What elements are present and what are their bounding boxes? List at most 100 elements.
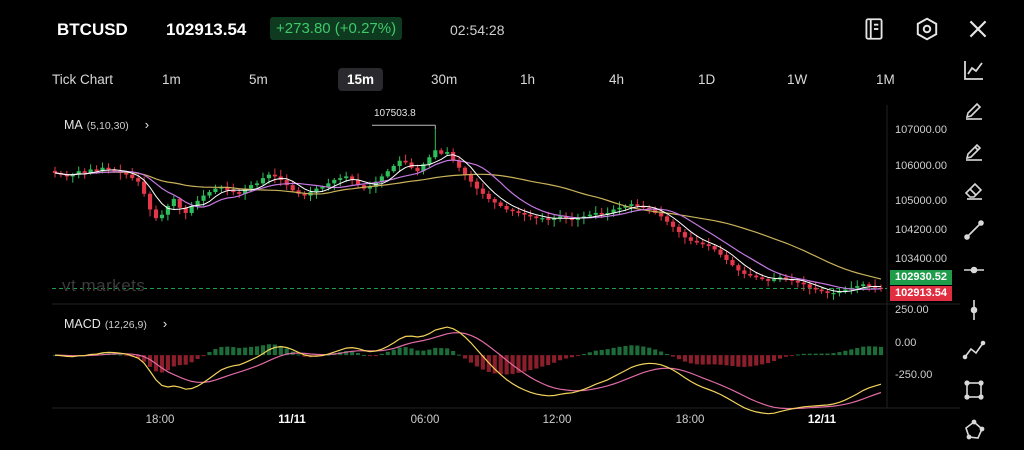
tab-tick-chart[interactable]: Tick Chart bbox=[52, 72, 114, 87]
macd-bar bbox=[243, 347, 248, 356]
ma-indicator-label[interactable]: MA (5,10,30) › bbox=[64, 116, 149, 134]
macd-indicator-label[interactable]: MACD (12,26,9) › bbox=[64, 315, 167, 333]
tab-30m[interactable]: 30m bbox=[431, 72, 458, 87]
tab-4h[interactable]: 4h bbox=[609, 72, 625, 87]
candle-body bbox=[837, 291, 842, 294]
macd-bar bbox=[724, 355, 729, 366]
pencil-icon[interactable] bbox=[962, 98, 986, 122]
macd-bar bbox=[552, 355, 557, 363]
candle-body bbox=[724, 254, 729, 260]
candle-body bbox=[445, 152, 450, 154]
candle-body bbox=[153, 209, 159, 219]
macd-bar bbox=[712, 355, 717, 365]
timeframe-bar: Tick Chart 1m 5m 15m 30m 1h 4h 1D 1W 1M bbox=[0, 68, 950, 94]
tab-1d[interactable]: 1D bbox=[698, 72, 716, 87]
tab-1h[interactable]: 1h bbox=[520, 72, 536, 87]
candle-body bbox=[819, 289, 824, 292]
macd-bar bbox=[427, 349, 432, 356]
ma-params: (5,10,30) bbox=[86, 120, 129, 132]
rectangle-icon[interactable] bbox=[962, 378, 986, 402]
notebook-icon[interactable] bbox=[861, 16, 887, 42]
candle-body bbox=[558, 216, 563, 219]
candle-body bbox=[700, 242, 705, 245]
line-chart-icon[interactable] bbox=[962, 58, 986, 82]
candle-body bbox=[231, 190, 236, 193]
macd-bar bbox=[361, 354, 367, 356]
candle-body bbox=[88, 169, 93, 173]
candle-body bbox=[635, 204, 640, 206]
trend-line-icon[interactable] bbox=[962, 218, 986, 242]
tab-1m[interactable]: 1m bbox=[162, 72, 181, 87]
candle-body bbox=[52, 170, 58, 173]
candle-body bbox=[254, 183, 260, 186]
candle-body bbox=[742, 270, 747, 274]
tab-5m[interactable]: 5m bbox=[249, 72, 268, 87]
macd-bar bbox=[700, 355, 705, 365]
macd-bar bbox=[647, 347, 652, 356]
macd-bar bbox=[563, 355, 569, 359]
macd-bar bbox=[528, 355, 533, 371]
candle-body bbox=[462, 167, 468, 175]
tab-1m-month[interactable]: 1M bbox=[876, 72, 895, 87]
candle-body bbox=[504, 206, 509, 210]
macd-bar bbox=[207, 351, 212, 356]
x-tick: 11/11 bbox=[278, 414, 306, 426]
zigzag-icon[interactable] bbox=[962, 338, 986, 362]
candle-body bbox=[706, 244, 711, 247]
candle-body bbox=[795, 280, 800, 283]
candle-body bbox=[195, 200, 200, 206]
candle-body bbox=[142, 181, 147, 194]
polygon-icon[interactable] bbox=[962, 418, 986, 442]
macd-bar bbox=[189, 355, 194, 363]
candle-body bbox=[207, 192, 212, 196]
horizontal-line-icon[interactable] bbox=[962, 258, 986, 282]
candle-body bbox=[112, 169, 117, 172]
macd-bar bbox=[171, 355, 176, 367]
candle-body bbox=[457, 160, 462, 168]
tab-15m[interactable]: 15m bbox=[338, 68, 384, 91]
candle-body bbox=[147, 193, 153, 210]
macd-bar bbox=[736, 355, 741, 367]
settings-hexagon-icon[interactable] bbox=[914, 16, 940, 42]
macd-bar bbox=[254, 346, 260, 356]
macd-bar bbox=[831, 353, 836, 356]
candle-body bbox=[563, 216, 569, 219]
macd-bar bbox=[623, 345, 628, 356]
macd-bar bbox=[760, 355, 765, 365]
candle-body bbox=[831, 293, 836, 295]
candle-body bbox=[552, 218, 557, 220]
candle-body bbox=[290, 185, 295, 191]
chevron-right-icon[interactable]: › bbox=[144, 117, 150, 132]
pencil-alt-icon[interactable] bbox=[962, 139, 986, 163]
macd-params: (12,26,9) bbox=[104, 319, 147, 331]
vertical-line-icon[interactable] bbox=[962, 298, 986, 322]
x-tick: 12/11 bbox=[807, 414, 837, 426]
macd-bar bbox=[837, 352, 842, 356]
eraser-icon[interactable] bbox=[962, 178, 986, 202]
macd-bar bbox=[813, 353, 818, 356]
macd-bar bbox=[641, 346, 646, 356]
macd-bar bbox=[355, 353, 361, 356]
macd-bar bbox=[302, 355, 307, 357]
macd-bar bbox=[147, 355, 153, 367]
candle-body bbox=[807, 284, 812, 288]
tab-1w[interactable]: 1W bbox=[787, 72, 808, 87]
macd-bar bbox=[629, 345, 634, 356]
candle-body bbox=[593, 212, 598, 215]
chevron-right-icon[interactable]: › bbox=[162, 316, 168, 331]
candle-body bbox=[843, 289, 848, 292]
macd-bar bbox=[861, 346, 866, 356]
macd-bar bbox=[534, 355, 539, 369]
close-icon[interactable] bbox=[965, 16, 991, 42]
macd-y-tick: 250.00 bbox=[895, 304, 929, 316]
candle-body bbox=[730, 259, 735, 266]
candle-body bbox=[766, 279, 771, 281]
macd-bar bbox=[593, 350, 598, 356]
macd-bar bbox=[451, 350, 456, 356]
candle-body bbox=[213, 188, 218, 193]
macd-bar bbox=[682, 355, 687, 362]
macd-bar bbox=[433, 347, 438, 356]
candle-body bbox=[516, 211, 521, 213]
candle-body bbox=[409, 162, 414, 168]
